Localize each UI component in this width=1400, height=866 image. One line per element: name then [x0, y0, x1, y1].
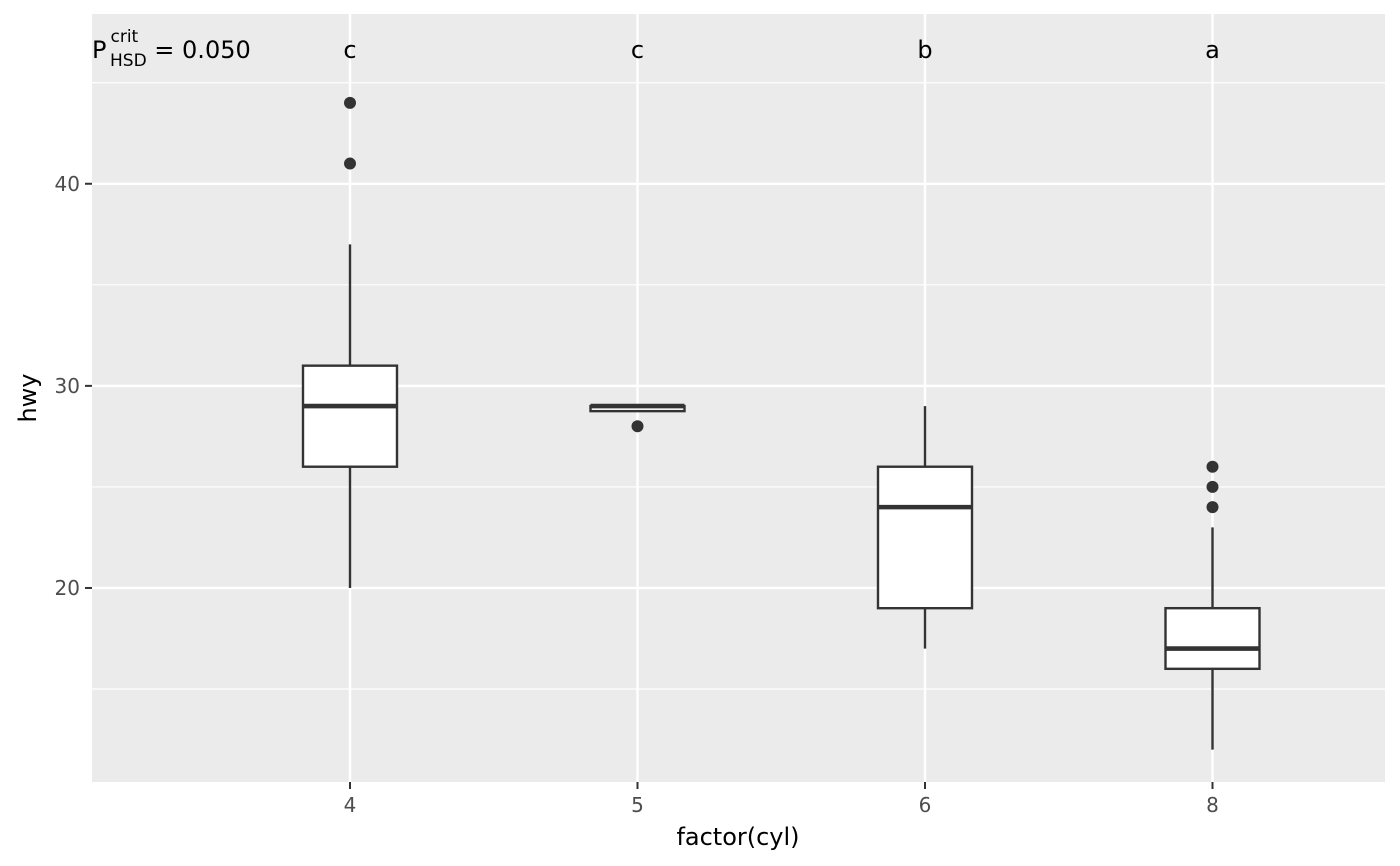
- x-tick-label: 4: [344, 793, 357, 817]
- box-iqr: [1164, 606, 1261, 671]
- box-group-6: [876, 406, 974, 649]
- outlier-point: [1206, 480, 1219, 493]
- group-letter-4: c: [343, 36, 356, 64]
- group-letter-6: b: [917, 36, 932, 64]
- box-iqr: [301, 364, 399, 468]
- box-group-8: [1164, 460, 1261, 750]
- box-group-4: [301, 96, 399, 588]
- x-tick-label: 6: [919, 793, 932, 817]
- x-tick-label: 8: [1206, 793, 1219, 817]
- outlier-point: [1206, 460, 1219, 473]
- x-tick-label: 5: [631, 793, 644, 817]
- minor-gridlines: [92, 82, 1385, 690]
- box-group-5: [589, 403, 686, 433]
- pcrit-superscript: crit: [110, 27, 138, 47]
- group-letter-8: a: [1205, 36, 1220, 64]
- pcrit-value: = 0.050: [147, 36, 251, 64]
- pcrit-base: P: [92, 36, 106, 64]
- outlier-point: [344, 96, 356, 109]
- outlier-point: [631, 420, 644, 433]
- y-axis-title: hwy: [14, 373, 42, 422]
- y-tick-label: 30: [55, 374, 80, 398]
- y-axis: 20 30 40: [55, 172, 92, 600]
- pcrit-subscript: HSD: [110, 51, 147, 71]
- box-iqr: [876, 465, 974, 610]
- y-tick-label: 40: [55, 172, 80, 196]
- group-letter-5: c: [631, 36, 644, 64]
- x-axis: 4 5 6 8: [344, 782, 1219, 817]
- outlier-point: [1206, 501, 1219, 514]
- box-series: [301, 96, 1261, 750]
- outlier-point: [344, 157, 356, 170]
- y-tick-label: 20: [55, 576, 80, 600]
- x-axis-title: factor(cyl): [676, 823, 799, 851]
